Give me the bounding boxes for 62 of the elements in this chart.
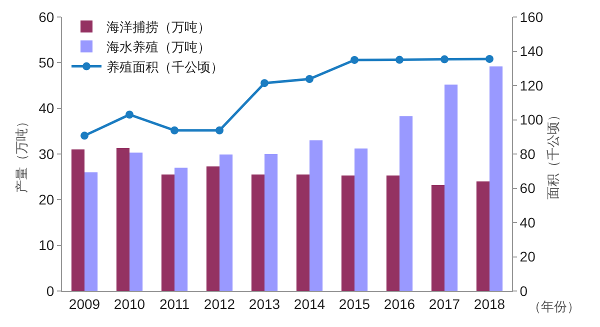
y2-tick-label: 100 — [520, 112, 544, 128]
point — [396, 56, 404, 64]
y2-tick-label: 120 — [520, 77, 544, 94]
y2-tick-label: 40 — [520, 214, 536, 230]
bar — [476, 181, 490, 291]
bar — [386, 175, 400, 291]
x-tick-label: 2018 — [474, 296, 506, 312]
bar — [490, 66, 503, 291]
x-tick-label: 2011 — [159, 296, 190, 312]
x-tick-label: 2013 — [248, 296, 280, 312]
bar — [341, 175, 354, 291]
y-tick-label: 10 — [38, 237, 54, 254]
y2-tick-label: 0 — [520, 282, 528, 299]
y-tick-label: 20 — [38, 192, 54, 208]
bar — [174, 168, 188, 291]
bar — [130, 152, 143, 291]
y-tick-label: 0 — [46, 282, 54, 299]
bar — [264, 154, 278, 291]
y-axis-title: 产量（万吨） — [14, 115, 29, 193]
bar — [431, 185, 444, 291]
y2-tick-label: 140 — [520, 43, 544, 60]
point — [440, 55, 448, 64]
y2-tick-label: 20 — [520, 248, 536, 265]
y-tick-label: 30 — [38, 146, 54, 162]
bar — [444, 84, 458, 291]
y-tick-label: 60 — [38, 8, 54, 25]
point — [126, 110, 134, 119]
bar — [220, 154, 233, 291]
y2-axis-title: 面积（千公顷） — [545, 108, 560, 200]
point — [260, 79, 268, 88]
point — [170, 126, 178, 134]
bar — [400, 116, 413, 291]
x-tick-label: 2010 — [114, 296, 146, 312]
point — [306, 74, 314, 83]
x-tick-label: 2014 — [294, 296, 326, 312]
bar — [354, 148, 368, 291]
y2-tick-label: 160 — [520, 8, 544, 25]
point — [80, 132, 88, 140]
bar — [161, 174, 174, 291]
x-tick-label: 2015 — [338, 296, 370, 312]
x-axis-title: （年份） — [528, 299, 580, 314]
x-tick-label: 2017 — [428, 296, 460, 312]
bar — [296, 174, 310, 291]
y-tick-label: 40 — [38, 100, 54, 116]
point — [350, 56, 358, 64]
x-tick-label: 2012 — [204, 296, 236, 312]
bar — [251, 174, 264, 291]
bar — [84, 172, 98, 291]
bar — [116, 148, 130, 291]
legend-label: 海洋捕捞（万吨） — [106, 20, 210, 35]
legend-label: 养殖面积（千公顷） — [106, 59, 224, 74]
legend-label: 海水养殖（万吨） — [106, 39, 210, 54]
x-tick-label: 2016 — [384, 296, 416, 312]
point — [216, 126, 224, 134]
bar — [71, 149, 84, 291]
x-tick-label: 2009 — [68, 296, 100, 312]
y2-tick-label: 60 — [520, 180, 536, 196]
y2-tick-label: 80 — [520, 146, 536, 162]
bar — [310, 140, 323, 291]
point — [486, 54, 494, 63]
y-tick-label: 50 — [38, 54, 54, 71]
bar — [206, 166, 220, 291]
